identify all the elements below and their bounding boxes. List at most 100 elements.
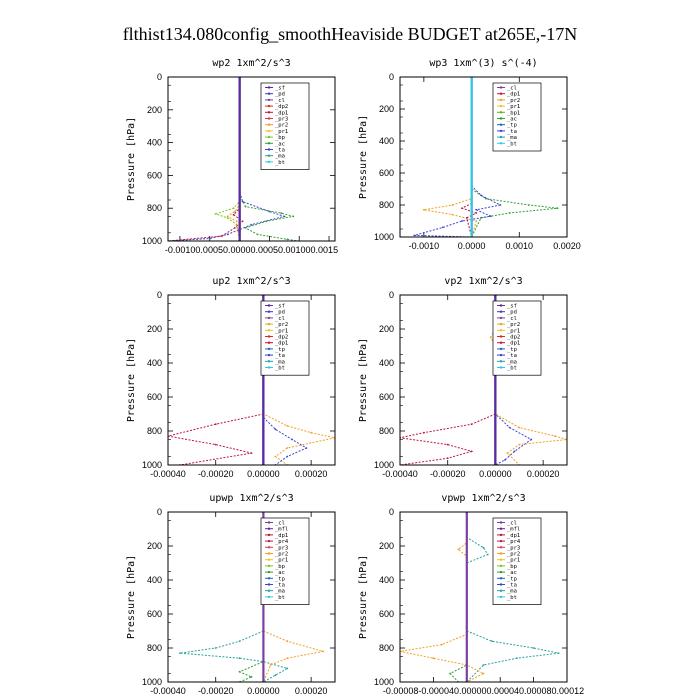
vp2-xtick-label: 0.00000 <box>479 469 512 479</box>
up2-point-ta <box>291 438 293 441</box>
upwp-legend-marker <box>267 595 271 599</box>
up2-series-dp1 <box>168 295 274 465</box>
wp3-series-ac <box>471 77 558 237</box>
wp3-point-ta <box>461 220 463 222</box>
vpwp-legend-label: _bt <box>507 595 517 601</box>
wp2-ylabel: Pressure [hPa] <box>126 117 137 201</box>
wp3-legend-label: _bp1 <box>507 110 520 116</box>
upwp-point-ma <box>286 667 289 670</box>
wp3-point-ta <box>442 226 444 229</box>
wp2-legend-marker <box>267 98 271 102</box>
wp2-legend-marker <box>267 104 271 108</box>
wp2-ytick-label: 0 <box>157 72 162 82</box>
vpwp-legend-label: _ma <box>507 589 517 595</box>
wp3-legend: _cl_dp1_pr2_pr1_bp1_ac_tp_ta_ma_bt <box>492 82 542 152</box>
wp3-legend-label: _pr1 <box>507 104 520 110</box>
vpwp-ytick-label: 600 <box>379 609 394 619</box>
vpwp-legend-marker <box>499 527 503 530</box>
up2-xtick-label: 0.00020 <box>295 469 328 479</box>
wp2-legend-marker <box>267 148 271 151</box>
wp2-point-ac <box>256 233 259 236</box>
vp2-legend-label: _pr1 <box>507 328 520 334</box>
wp3-title: wp3 1xm^(3) s^(-4) <box>429 58 537 69</box>
vp2-ytick-label: 200 <box>379 324 394 334</box>
upwp-point-ma <box>214 647 217 649</box>
up2-axes-frame <box>167 294 336 466</box>
upwp-xtick-label: -0.00040 <box>150 686 186 696</box>
wp2-point-dp1 <box>241 220 244 223</box>
wp3-ytick-label: 0 <box>389 72 394 82</box>
wp2-legend-label: _sf <box>275 86 285 92</box>
upwp-point-pr2 <box>286 657 289 660</box>
wp3-legend-label: _dp1 <box>507 92 520 98</box>
vpwp-legend-marker <box>499 539 503 543</box>
wp3-legend-marker <box>499 123 503 126</box>
upwp-title: upwp 1xm^2/s^3 <box>209 493 293 504</box>
wp3-xtick-label: 0.0020 <box>553 241 581 251</box>
upwp-point-pr2 <box>322 650 324 653</box>
vp2-legend-label: _dp2 <box>507 335 520 341</box>
wp2-point-ta <box>226 233 229 236</box>
upwp-legend-marker <box>267 546 271 549</box>
upwp-point-ma <box>274 674 277 677</box>
vp2-legend-marker <box>499 329 503 332</box>
up2-ytick-label: 200 <box>147 324 162 334</box>
vp2-xtick-label: -0.00020 <box>430 469 466 479</box>
upwp-legend-label: _cl <box>275 521 285 527</box>
wp2-title: wp2 1xm^2/s^3 <box>212 58 290 69</box>
vpwp-legend-marker <box>499 564 503 568</box>
upwp-point-ma <box>179 652 181 654</box>
upwp-legend-label: _pr3 <box>275 545 288 551</box>
vpwp-point-ma <box>557 652 560 654</box>
wp3-ylabel: Pressure [hPa] <box>358 115 369 199</box>
vp2-point-dp1 <box>446 457 449 460</box>
vpwp-point-ma <box>516 657 518 660</box>
wp3-legend-marker <box>499 98 503 102</box>
upwp-point-ac <box>238 670 241 673</box>
wp2-ytick-label: 200 <box>147 105 162 115</box>
vp2-xtick-label: -0.00040 <box>382 469 418 479</box>
upwp-legend-label: _bt <box>275 595 285 601</box>
up2-point-dp1 <box>250 452 253 454</box>
vpwp-point-pr2 <box>482 672 485 675</box>
up2-legend-marker <box>267 341 271 344</box>
wp2-point-dp1 <box>232 213 235 216</box>
wp2-legend-marker <box>267 86 271 89</box>
upwp-series-ma <box>179 512 289 682</box>
up2-legend-label: _dp2 <box>275 335 288 341</box>
vpwp-legend-label: _pr1 <box>507 558 520 564</box>
vp2-legend-label: _ta <box>507 353 517 359</box>
up2-legend-label: _tp <box>275 347 285 353</box>
upwp-legend-marker <box>267 589 271 592</box>
vp2-point-pr2 <box>506 452 509 454</box>
figure-title: flthist134.080config_smoothHeaviside BUD… <box>123 24 578 44</box>
up2-xtick-label: 0.00000 <box>247 469 280 479</box>
up2-legend-marker <box>267 347 271 351</box>
vpwp-legend-marker <box>499 589 503 592</box>
wp3-point-ac <box>485 197 487 200</box>
vpwp-legend-marker <box>499 595 503 599</box>
up2-ytick-label: 400 <box>147 358 162 368</box>
vp2-legend-marker <box>499 316 503 320</box>
wp2-series-dp1 <box>168 77 244 241</box>
up2-legend-label: _ma <box>275 359 285 365</box>
up2-point-ta <box>305 447 308 449</box>
wp3-point-ac <box>508 212 511 214</box>
vp2-legend: _sf_pd_cl_pr2_pr1_dp2_dp1_tp_ta_ma_bt <box>492 300 542 376</box>
vp2-legend-marker <box>499 310 503 313</box>
vpwp-legend-label: _pr3 <box>507 545 520 551</box>
vpwp-panel: vpwp 1xm^2/s^3 Pressure [hPa] 0 200 400 600 80… <box>358 493 584 696</box>
vp2-axes-frame <box>399 294 568 466</box>
vp2-point-ta <box>504 459 506 461</box>
wp3-xtick-label: -0.0010 <box>409 241 440 251</box>
vp2-legend-label: _cl <box>507 316 517 322</box>
wp2-legend-marker <box>267 92 271 95</box>
upwp-legend-label: _bp <box>275 564 285 570</box>
upwp-axes-frame <box>167 511 336 683</box>
wp2-ytick-label: 400 <box>147 138 162 148</box>
wp2-axes-frame <box>167 76 336 242</box>
wp2-ytick-label: 600 <box>147 170 162 180</box>
wp2-point-ac <box>280 212 283 215</box>
vpwp-series-ac <box>449 512 468 682</box>
vp2-xtick-label: 0.00020 <box>527 469 560 479</box>
